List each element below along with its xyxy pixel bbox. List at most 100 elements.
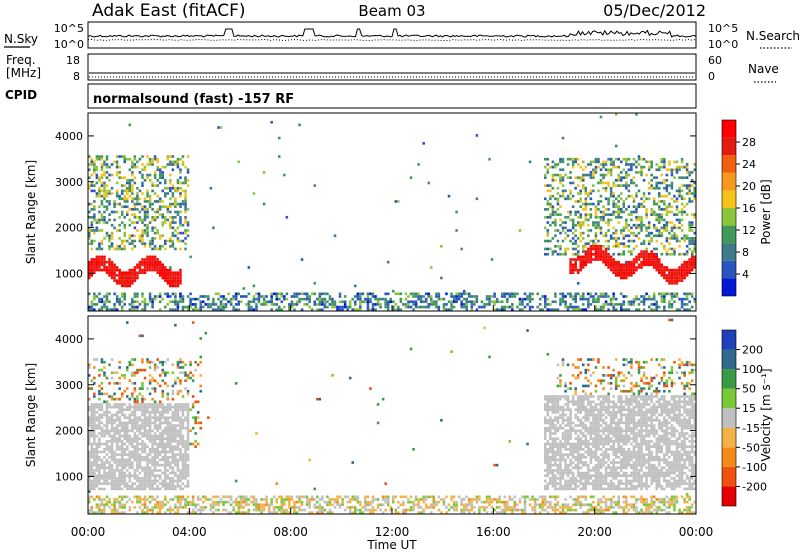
heatmap-cell — [460, 305, 463, 309]
heatmap-cell — [655, 268, 658, 272]
heatmap-cell — [128, 403, 132, 406]
heatmap-cell — [148, 255, 152, 259]
heatmap-cell — [658, 234, 661, 238]
heatmap-cell — [599, 231, 603, 235]
heatmap-cell — [663, 308, 666, 311]
heatmap-cell — [194, 445, 197, 448]
heatmap-cell — [110, 455, 114, 459]
heatmap-cell — [118, 445, 121, 448]
heatmap-cell — [100, 382, 104, 385]
heatmap-cell — [148, 416, 152, 419]
heatmap-cell — [630, 266, 633, 269]
heatmap-cell — [447, 503, 451, 507]
heatmap-cell — [100, 474, 104, 478]
heatmap-cell — [156, 268, 159, 272]
heatmap-cell — [589, 258, 593, 261]
heatmap-cell — [176, 403, 180, 406]
heatmap-cell — [103, 511, 106, 514]
heatmap-cell — [693, 239, 696, 243]
heatmap-cell — [498, 498, 501, 501]
heatmap-cell — [108, 432, 111, 435]
heatmap-cell — [513, 508, 517, 512]
heatmap-cell — [146, 231, 149, 235]
heatmap-cell — [171, 221, 175, 224]
heatmap-cell — [551, 186, 555, 190]
heatmap-cell — [141, 408, 144, 412]
heatmap-cell — [432, 506, 436, 509]
heatmap-cell — [587, 202, 590, 206]
heatmap-cell — [587, 292, 590, 296]
heatmap-cell — [148, 157, 152, 161]
heatmap-cell — [255, 308, 258, 311]
heatmap-cell — [186, 221, 190, 224]
heatmap-cell — [88, 437, 91, 441]
heatmap-cell — [204, 303, 208, 306]
heatmap-cell — [359, 297, 362, 301]
heatmap-cell — [171, 194, 175, 198]
heatmap-cell — [427, 295, 430, 298]
heatmap-cell — [414, 295, 418, 298]
heatmap-cell — [103, 371, 106, 375]
heatmap-cell — [652, 197, 656, 201]
heatmap-cell — [153, 458, 157, 462]
heatmap-cell — [146, 416, 149, 419]
heatmap-cell — [151, 469, 154, 472]
heatmap-cell — [100, 268, 104, 272]
heatmap-cell — [136, 276, 139, 280]
heatmap-cell — [123, 429, 126, 433]
heatmap-cell — [110, 508, 114, 512]
heatmap-cell — [366, 495, 370, 499]
heatmap-cell — [98, 471, 101, 475]
heatmap-cell — [151, 463, 154, 467]
heatmap-cell — [141, 181, 144, 185]
heatmap-cell — [678, 192, 681, 195]
heatmap-cell — [541, 500, 544, 504]
heatmap-cell — [105, 400, 109, 404]
heatmap-cell — [143, 445, 147, 448]
heatmap-cell — [564, 247, 567, 251]
heatmap-cell — [184, 453, 187, 456]
heatmap-cell — [166, 477, 170, 480]
heatmap-cell — [105, 308, 109, 311]
heatmap-cell — [103, 455, 106, 459]
heatmap-cell — [164, 371, 167, 375]
heatmap-cell — [143, 484, 147, 488]
heatmap-cell — [346, 308, 349, 311]
heatmap-cell — [148, 495, 152, 499]
heatmap-cell — [551, 484, 555, 488]
heatmap-cell — [179, 434, 182, 438]
heatmap-cell — [153, 405, 157, 409]
heatmap-cell — [105, 200, 109, 203]
heatmap-cell — [693, 194, 696, 198]
heatmap-cell — [136, 292, 139, 296]
heatmap-cell — [252, 508, 256, 512]
heatmap-cell — [186, 453, 190, 456]
heatmap-cell — [541, 308, 544, 311]
heatmap-cell — [184, 500, 187, 504]
colorbar-tick-label: 8 — [742, 246, 749, 259]
heatmap-cell — [164, 239, 167, 243]
heatmap-cell — [546, 405, 550, 409]
heatmap-cell — [95, 455, 99, 459]
heatmap-cell — [93, 231, 96, 235]
heatmap-cell — [270, 292, 273, 296]
heatmap-cell — [123, 239, 126, 243]
heatmap-cell — [105, 292, 109, 296]
heatmap-cell — [158, 463, 162, 467]
heatmap-cell — [574, 263, 577, 267]
heatmap-cell — [113, 418, 116, 422]
heatmap-cell — [158, 360, 162, 364]
heatmap-cell — [98, 157, 101, 161]
heatmap-cell — [546, 171, 550, 174]
heatmap-cell — [126, 445, 129, 448]
heatmap-cell — [120, 239, 124, 243]
heatmap-cell — [158, 274, 162, 277]
heatmap-cell — [156, 208, 159, 211]
heatmap-cell — [622, 229, 626, 232]
cpid-label: CPID — [5, 88, 37, 102]
heatmap-cell — [209, 305, 213, 309]
heatmap-cell — [186, 511, 190, 514]
heatmap-cell — [161, 176, 164, 179]
heatmap-cell — [108, 200, 111, 203]
heatmap-cell — [257, 506, 261, 509]
